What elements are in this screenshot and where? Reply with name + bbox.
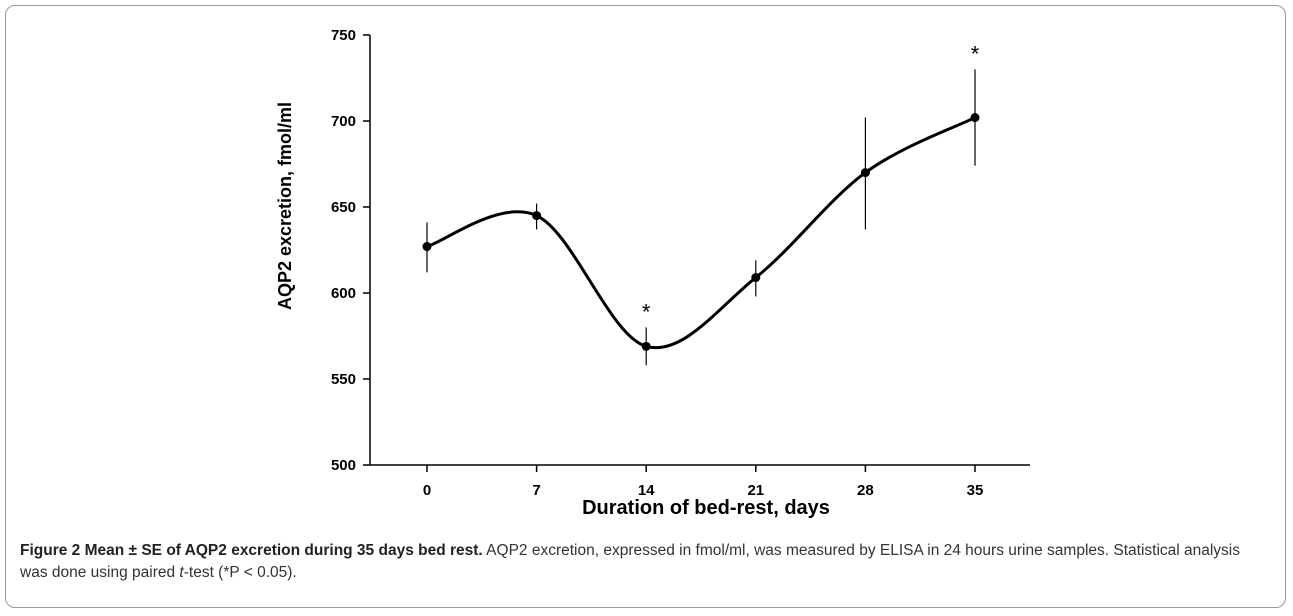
caption-italic-t: t — [179, 564, 184, 581]
y-axis-label: AQP2 excretion, fmol/ml — [275, 102, 295, 310]
x-axis-label: Duration of bed-rest, days — [582, 497, 830, 519]
data-point — [860, 168, 870, 178]
x-tick-label: 7 — [532, 482, 540, 499]
data-point — [422, 242, 432, 252]
x-tick-label: 0 — [423, 482, 431, 499]
data-point — [751, 273, 761, 283]
x-tick-label: 14 — [638, 482, 655, 499]
y-tick-label: 550 — [331, 371, 356, 388]
y-tick-label: 700 — [331, 113, 356, 130]
figure-frame — [5, 5, 1286, 608]
y-tick-label: 600 — [331, 285, 356, 302]
caption-text-2: -test (*P < 0.05). — [183, 564, 297, 581]
series-line — [426, 116, 976, 350]
y-tick-label: 750 — [331, 27, 356, 44]
x-tick-label: 35 — [967, 482, 984, 499]
significance-marker: * — [971, 41, 980, 66]
figure-caption: Figure 2 Mean ± SE of AQP2 excretion dur… — [20, 540, 1270, 584]
x-tick-label: 28 — [857, 482, 874, 499]
axes: 500 550 600 650 700 750 0 7 14 21 28 35 — [331, 27, 1030, 499]
significance-marker: * — [642, 299, 651, 324]
caption-label: Figure 2 Mean ± SE of AQP2 excretion dur… — [20, 542, 483, 559]
data-point — [641, 341, 651, 351]
chart-marks: ** — [422, 41, 980, 366]
y-tick-label: 650 — [331, 199, 356, 216]
x-tick-label: 21 — [747, 482, 764, 499]
y-tick-label: 500 — [331, 457, 356, 474]
data-point — [532, 211, 542, 221]
data-point — [970, 113, 980, 123]
caption-text-1: AQP2 excretion, expressed in fmol/ml, wa… — [20, 542, 1241, 581]
